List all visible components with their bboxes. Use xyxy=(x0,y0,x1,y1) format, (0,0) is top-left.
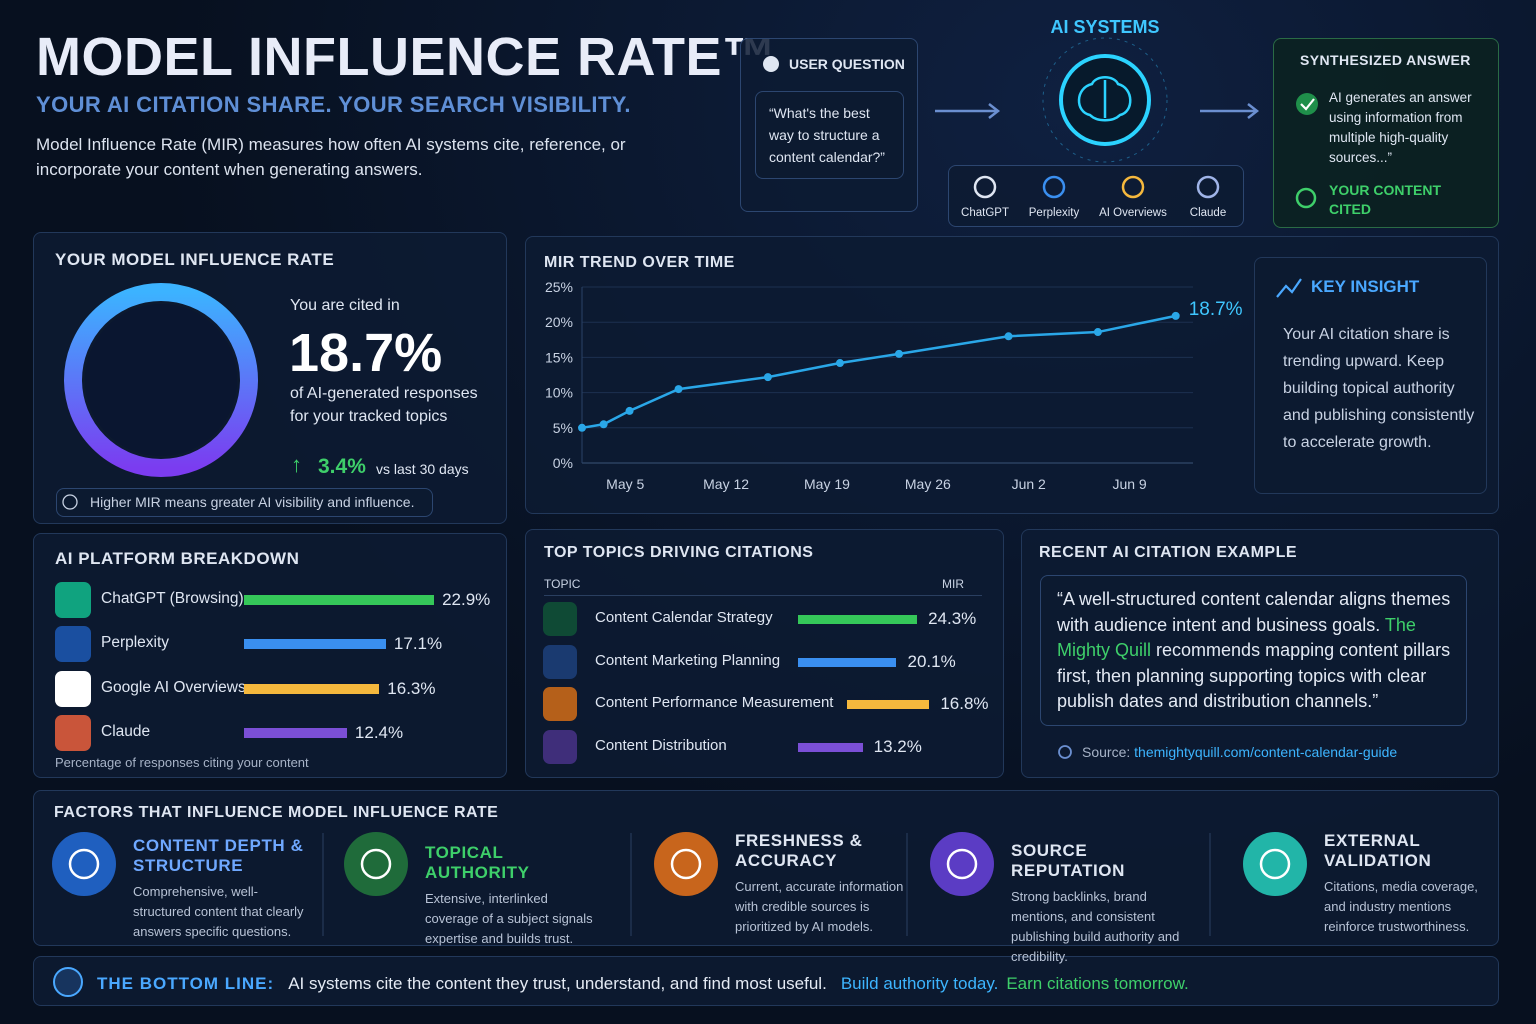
bottom-line: THE BOTTOM LINE: AI systems cite the cont… xyxy=(97,974,1189,994)
value-label: 16.3% xyxy=(387,679,436,698)
arrow-head xyxy=(1247,103,1260,119)
up-arrow: ↑ xyxy=(291,452,302,477)
cited: YOUR CONTENT CITED xyxy=(1329,182,1441,217)
topic-label: Content Calendar Strategy xyxy=(595,609,773,626)
value-label: 24.3% xyxy=(928,609,977,628)
cta[interactable]: Build authority today. xyxy=(840,974,999,993)
source-url[interactable]: themightyquill.com/content-calendar-guid… xyxy=(1134,744,1398,760)
change-note: vs last 30 days xyxy=(376,461,469,477)
brand: The Mighty Quill xyxy=(1057,614,1416,661)
source: Source: themightyquill.com/content-calen… xyxy=(1082,744,1397,760)
score-change: 3.4% xyxy=(318,455,366,478)
col-topic: TOPIC xyxy=(544,577,581,591)
topic-label: Content Performance Measurement xyxy=(595,694,834,711)
title: MODEL INFLUENCE RATE™ xyxy=(36,27,777,87)
platform-label: ChatGPT (Browsing) xyxy=(101,590,244,607)
factor-title: EXTERNAL VALIDATION xyxy=(1324,831,1432,870)
topic-icon xyxy=(543,602,577,636)
score-title: YOUR MODEL INFLUENCE RATE xyxy=(55,250,335,269)
factor-text: Strong backlinks, brand mentions, and co… xyxy=(1011,889,1180,964)
factor-text: Comprehensive, well-structured content t… xyxy=(133,884,304,939)
ring-value: 18.7% xyxy=(98,350,224,399)
bar xyxy=(244,728,347,738)
factor-title: CONTENT DEPTH & STRUCTURE xyxy=(133,836,304,875)
citation-title: RECENT AI CITATION EXAMPLE xyxy=(1039,544,1298,561)
divider xyxy=(544,595,982,596)
trend-title: MIR TREND OVER TIME xyxy=(544,254,735,271)
score-tail: of AI-generated responses for your track… xyxy=(290,385,478,425)
topic-icon xyxy=(543,687,577,721)
bar xyxy=(244,595,435,605)
quote: “A well-structured content calendar alig… xyxy=(1057,587,1457,715)
factor-text: Current, accurate information with credi… xyxy=(735,879,904,934)
quote-text: “A well-structured content calendar alig… xyxy=(1057,589,1451,635)
topic-label: Content Marketing Planning xyxy=(595,652,781,669)
topic-title: TOP TOPICS DRIVING CITATIONS xyxy=(544,544,814,561)
ring-label: MIR SCORE xyxy=(118,405,204,422)
factor-text: Extensive, interlinked coverage of a sub… xyxy=(425,891,593,946)
score-value: 18.7% xyxy=(289,323,443,383)
bar xyxy=(244,639,386,649)
topic-label: Content Distribution xyxy=(595,737,727,754)
value-label: 16.8% xyxy=(940,694,989,713)
platform-icon xyxy=(55,715,91,751)
bottom-panel xyxy=(33,956,1499,1006)
quote-text: recommends mapping content pillars first… xyxy=(1057,640,1451,711)
factor-title: FACTORS THAT INFLUENCE MODEL INFLUENCE R… xyxy=(54,804,499,821)
bottom-text: AI systems cite the content they trust, … xyxy=(288,974,827,993)
brain-ring xyxy=(1059,54,1151,146)
factor-title: FRESHNESS & ACCURACY xyxy=(735,831,863,870)
value-label: 22.9% xyxy=(442,590,491,609)
factor-title: TOPICAL AUTHORITY xyxy=(425,843,530,882)
factor-title: SOURCE REPUTATION xyxy=(1011,841,1125,880)
topic-icon xyxy=(543,730,577,764)
brain-icon xyxy=(1077,76,1132,122)
bar xyxy=(798,615,918,624)
score-note: Higher MIR means greater AI visibility a… xyxy=(90,494,415,510)
platform-title: AI PLATFORM BREAKDOWN xyxy=(55,549,300,568)
subtitle: YOUR AI CITATION SHARE. YOUR SEARCH VISI… xyxy=(36,92,631,117)
value-label: 17.1% xyxy=(393,634,443,653)
note-box xyxy=(56,488,433,517)
topic-panel xyxy=(525,529,1004,778)
platform-icon xyxy=(55,582,91,618)
insight-text: Your AI citation share is trending upwar… xyxy=(1283,326,1475,451)
bar xyxy=(798,658,897,667)
bottom-label: THE BOTTOM LINE: xyxy=(97,974,275,993)
question: “What's the best way to structure a cont… xyxy=(769,105,885,165)
value-label: 20.1% xyxy=(907,652,956,671)
glow-ring xyxy=(1042,37,1168,163)
bar xyxy=(244,684,380,694)
platform-label: Claude xyxy=(101,723,151,740)
value-label: 12.4% xyxy=(354,723,404,742)
source-label: Source: xyxy=(1082,744,1131,760)
bar xyxy=(847,700,930,709)
insight-title: KEY INSIGHT xyxy=(1311,277,1420,296)
platform-label: Google AI Overviews xyxy=(101,679,246,696)
systems-label: AI SYSTEMS xyxy=(1050,17,1160,37)
platform-note: Percentage of responses citing your cont… xyxy=(55,755,309,770)
answer: AI generates an answer using information… xyxy=(1329,90,1472,165)
platform-panel xyxy=(33,533,507,778)
bar xyxy=(798,743,863,752)
platform-icon xyxy=(55,626,91,662)
platform-icon xyxy=(55,671,91,707)
answer-label: SYNTHESIZED ANSWER xyxy=(1300,52,1471,68)
arrow-head xyxy=(988,103,1001,119)
systems-box xyxy=(948,165,1244,227)
score-lead: You are cited in xyxy=(290,297,400,314)
factor-text: Citations, media coverage, and industry … xyxy=(1324,879,1478,934)
description: Model Influence Rate (MIR) measures how … xyxy=(36,135,626,179)
question-label: USER QUESTION xyxy=(789,56,905,72)
col-mir: MIR xyxy=(942,577,964,591)
value-label: 13.2% xyxy=(873,737,922,756)
platform-label: Perplexity xyxy=(101,634,170,651)
quote-box xyxy=(1040,575,1467,726)
topic-icon xyxy=(543,645,577,679)
cta[interactable]: Earn citations tomorrow. xyxy=(1006,974,1189,993)
question-bubble xyxy=(755,91,904,179)
